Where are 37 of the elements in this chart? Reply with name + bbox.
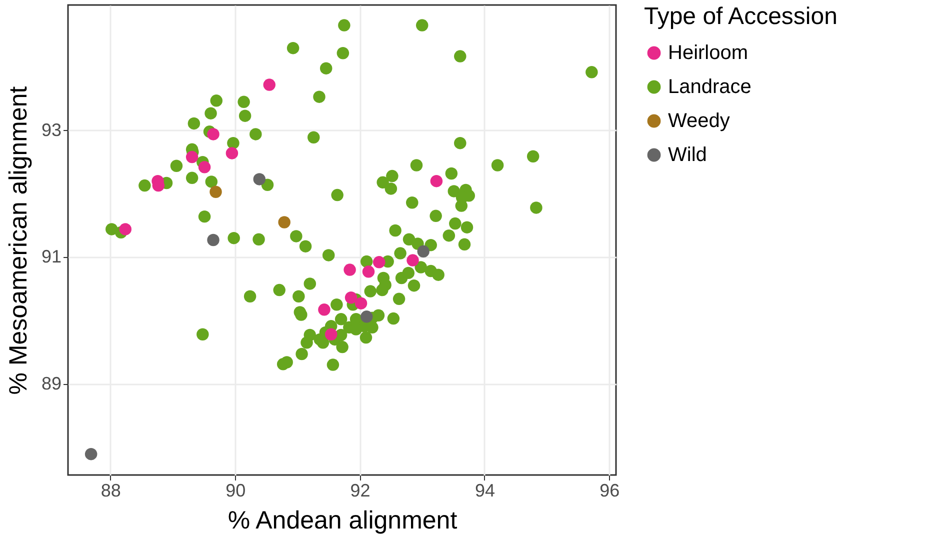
point [344,292,358,304]
legend-label: Wild [668,144,707,166]
point [362,266,375,278]
x-tick-label: 90 [226,480,246,500]
point [207,128,220,140]
point [318,304,330,316]
point [263,78,276,91]
y-axis-title: % Mesoamerican alignment [4,86,32,395]
point [417,245,430,258]
x-tick-label: 92 [350,480,370,500]
y-tick-label: 93 [41,120,62,140]
legend-title: Type of Accession [644,3,838,30]
point [278,216,290,228]
point [210,186,222,198]
point [430,174,443,188]
point [253,173,266,186]
point [360,310,373,323]
y-tick-label: 89 [41,373,62,394]
point [226,147,238,160]
point [186,150,198,164]
legend-label: Heirloom [668,42,748,64]
legend-label: Weedy [668,110,730,132]
x-tick-label: 96 [600,480,620,500]
x-axis-title: % Andean alignment [228,506,458,534]
point [354,297,368,310]
point [344,264,356,276]
legend-label: Landrace [668,76,752,98]
point [324,328,338,340]
x-tick-label: 88 [100,480,121,500]
point [84,448,98,460]
point [119,223,132,236]
point [198,161,211,174]
x-tick-label: 94 [474,480,495,500]
point [207,234,220,246]
y-tick-label: 91 [41,246,62,267]
point [406,254,419,266]
point [372,256,386,268]
